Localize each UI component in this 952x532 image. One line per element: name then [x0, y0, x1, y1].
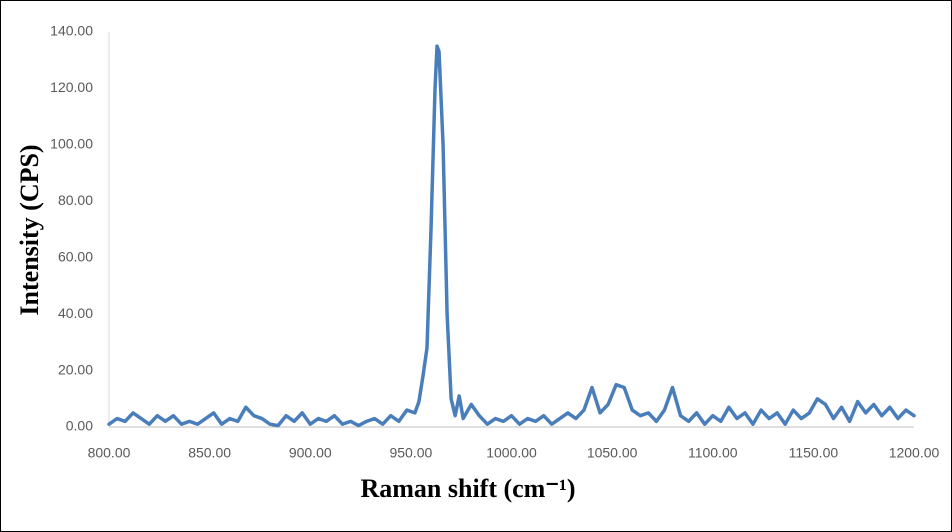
y-tick-label: 140.00 — [50, 23, 93, 39]
x-tick-label: 1050.00 — [587, 445, 638, 461]
x-tick-label: 850.00 — [188, 445, 231, 461]
x-tick-label: 1000.00 — [486, 445, 537, 461]
y-tick-label: 80.00 — [58, 192, 93, 208]
x-tick-label: 1150.00 — [789, 445, 839, 461]
x-tick-label: 900.00 — [289, 445, 332, 461]
y-axis-title: Intensity (CPS) — [15, 144, 44, 315]
y-tick-label: 60.00 — [58, 248, 93, 264]
y-tick-label: 20.00 — [58, 361, 93, 377]
x-tick-label: 1200.00 — [889, 445, 940, 461]
y-tick-label: 0.00 — [66, 418, 93, 434]
x-tick-label: 1100.00 — [688, 445, 738, 461]
spectrum-line — [107, 44, 916, 428]
y-tick-label: 100.00 — [50, 136, 93, 152]
x-tick-label: 800.00 — [88, 445, 131, 461]
y-tick-label: 40.00 — [58, 305, 93, 321]
x-tick-label: 950.00 — [389, 445, 432, 461]
y-tick-label: 120.00 — [50, 79, 93, 95]
x-axis-title: Raman shift (cm⁻¹) — [360, 474, 575, 503]
